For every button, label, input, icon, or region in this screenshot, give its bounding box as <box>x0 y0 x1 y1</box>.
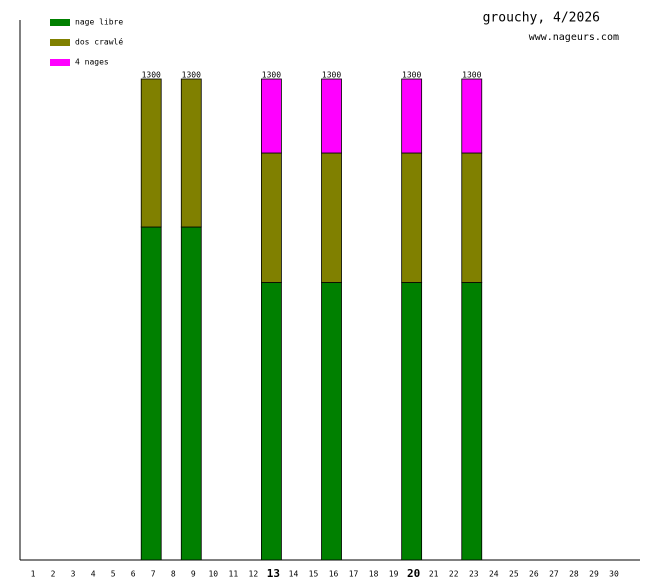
stack-label: 1300 <box>262 71 281 80</box>
chart-title: grouchy, 4/2026 <box>483 11 600 26</box>
x-tick-label: 17 <box>349 570 359 579</box>
bar-segment <box>261 152 282 283</box>
legend-swatch <box>50 39 70 46</box>
bar-segment <box>321 282 342 561</box>
bar-segment <box>261 78 282 154</box>
x-tick-label: 25 <box>509 570 519 579</box>
legend-swatch <box>50 59 70 66</box>
bar-segment <box>461 78 483 154</box>
bar-segment <box>461 282 483 561</box>
bar-segment <box>321 78 342 154</box>
x-tick-label: 3 <box>71 570 76 579</box>
bar-segment <box>321 152 342 283</box>
x-tick-label: 10 <box>208 570 218 579</box>
bar-segment <box>180 78 202 228</box>
x-tick-label: 14 <box>289 570 299 579</box>
stack-label: 1300 <box>462 71 481 80</box>
bar-segment <box>180 226 202 561</box>
bar-segment <box>461 152 483 283</box>
x-tick-label: 15 <box>309 570 319 579</box>
x-tick-label: 18 <box>369 570 379 579</box>
x-tick-label: 5 <box>111 570 116 579</box>
x-tick-label: 28 <box>569 570 579 579</box>
x-tick-label: 4 <box>91 570 96 579</box>
bar-segment <box>140 78 162 228</box>
x-tick-label: 7 <box>151 570 156 579</box>
x-tick-label: 26 <box>529 570 539 579</box>
x-tick-label: 8 <box>171 570 176 579</box>
x-tick-label: 2 <box>51 570 56 579</box>
x-tick-label: 21 <box>429 570 439 579</box>
legend-swatch <box>50 19 70 26</box>
stack-label: 1300 <box>322 71 341 80</box>
x-tick-label: 6 <box>131 570 136 579</box>
x-tick-label: 9 <box>191 570 196 579</box>
x-tick-label: 12 <box>249 570 259 579</box>
x-tick-label: 13 <box>267 567 280 580</box>
bar-segment <box>401 152 423 283</box>
stack-label: 1300 <box>142 71 161 80</box>
stack-label: 1300 <box>402 71 421 80</box>
x-tick-label: 30 <box>609 570 619 579</box>
x-tick-label: 19 <box>389 570 399 579</box>
legend-label: 4 nages <box>75 58 109 67</box>
x-tick-label: 1 <box>31 570 36 579</box>
x-tick-label: 24 <box>489 570 499 579</box>
stack-label: 1300 <box>182 71 201 80</box>
x-tick-label: 22 <box>449 570 459 579</box>
bar-segment <box>140 226 162 561</box>
bar-segment <box>401 78 423 154</box>
legend-label: dos crawlé <box>75 37 123 47</box>
x-tick-label: 20 <box>407 567 420 580</box>
x-tick-label: 29 <box>589 570 599 579</box>
x-tick-label: 16 <box>329 570 339 579</box>
x-tick-label: 11 <box>229 570 239 579</box>
x-tick-label: 27 <box>549 570 559 579</box>
chart-subtitle: www.nageurs.com <box>529 32 619 43</box>
legend-label: nage libre <box>75 18 123 27</box>
x-tick-label: 23 <box>469 570 479 579</box>
bar-segment <box>401 282 423 561</box>
bar-segment <box>261 282 282 561</box>
